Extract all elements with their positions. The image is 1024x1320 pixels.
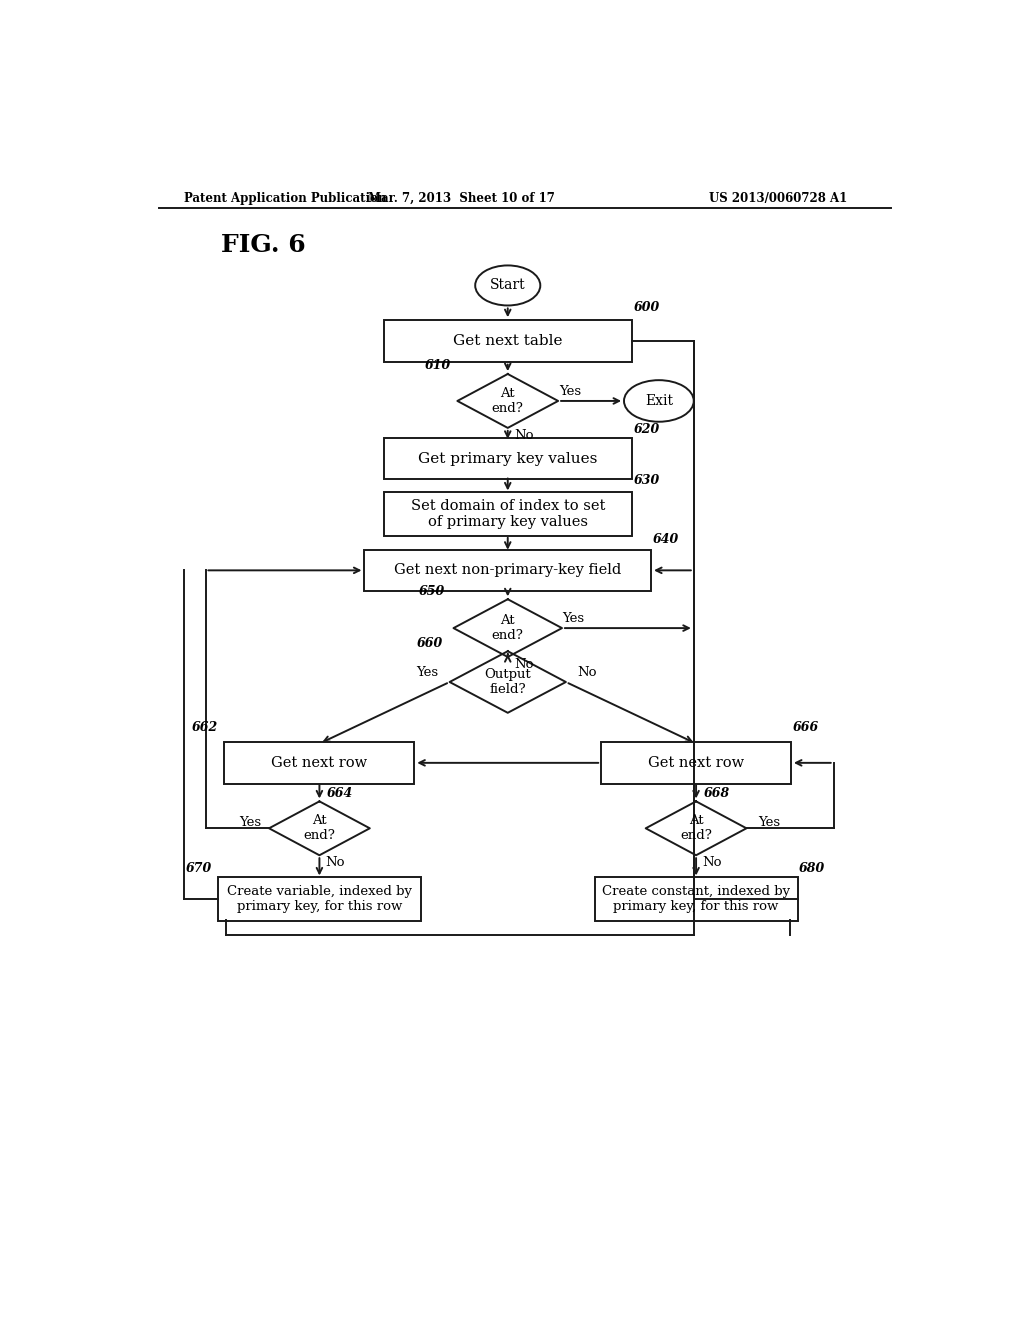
Bar — [365, 549, 651, 591]
Bar — [218, 876, 421, 921]
Text: No: No — [578, 667, 597, 680]
Bar — [384, 438, 632, 479]
Polygon shape — [458, 374, 558, 428]
Text: Create variable, indexed by
primary key, for this row: Create variable, indexed by primary key,… — [227, 886, 412, 913]
Text: Yes: Yes — [758, 816, 780, 829]
Text: No: No — [514, 429, 534, 442]
Text: US 2013/0060728 A1: US 2013/0060728 A1 — [710, 191, 848, 205]
Bar — [384, 492, 632, 536]
Text: At
end?: At end? — [680, 814, 712, 842]
Text: Set domain of index to set
of primary key values: Set domain of index to set of primary ke… — [411, 499, 605, 529]
Text: Mar. 7, 2013  Sheet 10 of 17: Mar. 7, 2013 Sheet 10 of 17 — [368, 191, 555, 205]
Bar — [384, 321, 632, 362]
Text: 610: 610 — [425, 359, 452, 372]
Text: 668: 668 — [703, 787, 730, 800]
Text: 600: 600 — [633, 301, 659, 314]
Text: At
end?: At end? — [492, 387, 523, 414]
Text: 680: 680 — [799, 862, 825, 874]
Ellipse shape — [475, 265, 541, 305]
Bar — [595, 876, 798, 921]
Text: At
end?: At end? — [492, 614, 523, 642]
Text: No: No — [514, 659, 534, 671]
Text: 666: 666 — [793, 721, 819, 734]
Text: 660: 660 — [417, 636, 443, 649]
Text: Patent Application Publication: Patent Application Publication — [183, 191, 386, 205]
Text: Get next row: Get next row — [271, 756, 368, 770]
Text: Exit: Exit — [645, 393, 673, 408]
Ellipse shape — [624, 380, 693, 422]
Text: Get next non-primary-key field: Get next non-primary-key field — [394, 564, 622, 577]
Polygon shape — [646, 801, 746, 855]
Text: 664: 664 — [328, 787, 353, 800]
Text: Output
field?: Output field? — [484, 668, 531, 696]
Text: 630: 630 — [633, 474, 659, 487]
Text: 670: 670 — [185, 862, 212, 874]
Text: Yes: Yes — [559, 385, 581, 399]
Text: FIG. 6: FIG. 6 — [221, 232, 305, 256]
Text: Get primary key values: Get primary key values — [418, 451, 597, 466]
Text: Get next row: Get next row — [648, 756, 744, 770]
Text: Yes: Yes — [240, 816, 261, 829]
Text: No: No — [326, 857, 345, 870]
Text: Yes: Yes — [562, 612, 585, 626]
Text: Yes: Yes — [416, 667, 438, 680]
Text: 620: 620 — [633, 422, 659, 436]
Text: Create constant, indexed by
primary key, for this row: Create constant, indexed by primary key,… — [602, 886, 791, 913]
Bar — [601, 742, 791, 784]
Text: Start: Start — [489, 279, 525, 293]
Text: No: No — [702, 857, 722, 870]
Text: 640: 640 — [652, 533, 679, 546]
Polygon shape — [269, 801, 370, 855]
Bar — [224, 742, 415, 784]
Text: Get next table: Get next table — [453, 334, 562, 348]
Text: 662: 662 — [191, 721, 218, 734]
Polygon shape — [454, 599, 562, 657]
Text: At
end?: At end? — [303, 814, 336, 842]
Polygon shape — [450, 651, 566, 713]
Text: 650: 650 — [419, 585, 444, 598]
